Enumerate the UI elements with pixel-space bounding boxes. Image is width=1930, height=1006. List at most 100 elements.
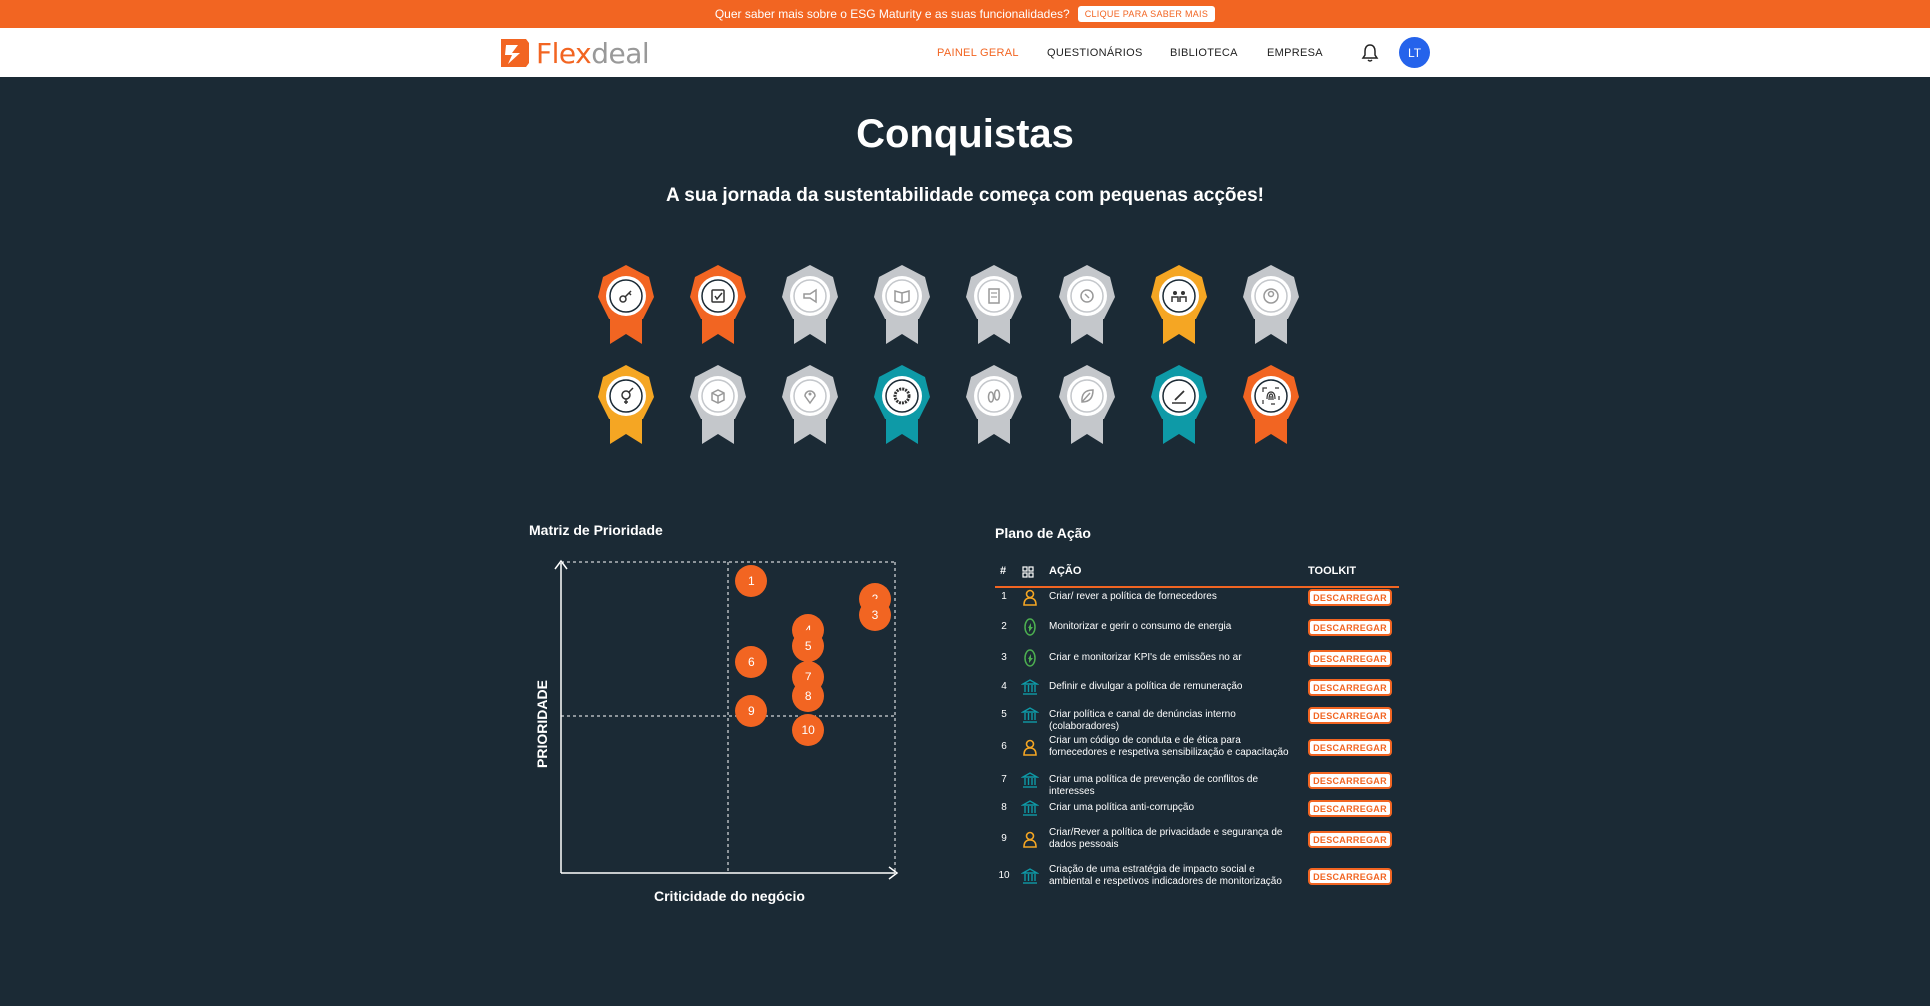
row-number: 4 xyxy=(1001,681,1007,692)
matrix-point[interactable]: 10 xyxy=(792,713,825,746)
user-avatar[interactable]: LT xyxy=(1399,37,1430,68)
action-text: Criar uma política de prevenção de confl… xyxy=(1049,774,1259,797)
bell-icon[interactable] xyxy=(1360,43,1380,63)
achievement-badge[interactable] xyxy=(872,364,932,448)
download-button[interactable]: DESCARREGAR xyxy=(1308,831,1392,848)
matrix-point[interactable]: 5 xyxy=(792,629,825,662)
download-button[interactable]: DESCARREGAR xyxy=(1308,739,1392,756)
footprint-icon xyxy=(988,389,1001,403)
col-toolkit-header: TOOLKIT xyxy=(1308,565,1357,577)
fingerprint-icon xyxy=(1262,387,1280,405)
action-text: Criação de uma estratégia de impacto soc… xyxy=(1049,864,1282,887)
matrix-point[interactable]: 8 xyxy=(792,679,825,712)
megaphone-icon xyxy=(803,288,817,304)
download-button[interactable]: DESCARREGAR xyxy=(1308,650,1392,667)
institution-icon xyxy=(1021,800,1039,816)
download-button[interactable]: DESCARREGAR xyxy=(1308,800,1392,817)
achievement-badge[interactable] xyxy=(1057,364,1117,448)
ring-icon xyxy=(893,387,911,405)
action-text: Criar e monitorizar KPI's de emissões no… xyxy=(1049,652,1242,663)
matrix-y-label: PRIORIDADE xyxy=(534,680,550,768)
document-icon xyxy=(988,288,1001,304)
achievement-badge[interactable] xyxy=(1241,364,1301,448)
people-icon xyxy=(1170,291,1187,302)
institution-icon xyxy=(1021,707,1039,723)
achievement-badge[interactable] xyxy=(780,264,840,348)
matrix-point[interactable]: 6 xyxy=(735,645,768,678)
row-number: 7 xyxy=(1001,774,1007,785)
flexdeal-logo[interactable]: Flexdeal xyxy=(498,36,650,70)
box-icon xyxy=(711,389,725,404)
achievement-badge[interactable] xyxy=(596,364,656,448)
matrix-point[interactable]: 1 xyxy=(735,564,768,597)
action-text: Criar uma política anti-corrupção xyxy=(1049,802,1195,813)
download-button[interactable]: DESCARREGAR xyxy=(1308,619,1392,636)
achievement-badge[interactable] xyxy=(596,264,656,348)
row-number: 6 xyxy=(1001,741,1007,752)
achievement-badge[interactable] xyxy=(780,364,840,448)
col-action-header: AÇÃO xyxy=(1049,565,1082,577)
achievement-badge[interactable] xyxy=(872,264,932,348)
achievement-badge[interactable] xyxy=(1241,264,1301,348)
nav-painel-geral[interactable]: PAINEL GERAL xyxy=(937,46,1019,59)
pen-icon xyxy=(1171,390,1186,404)
matrix-point[interactable]: 9 xyxy=(735,695,768,728)
person-icon xyxy=(1023,589,1037,606)
achievement-badge[interactable] xyxy=(688,364,748,448)
achievement-badge[interactable] xyxy=(688,264,748,348)
person-icon xyxy=(1023,831,1037,848)
col-num-header: # xyxy=(1000,565,1007,577)
action-text: Criar política e canal de denúncias inte… xyxy=(1049,709,1236,732)
action-text: Criar/Rever a política de privacidade e … xyxy=(1049,827,1283,850)
row-number: 2 xyxy=(1001,621,1007,632)
logo-text: Flexdeal xyxy=(536,36,650,70)
nav-questionarios[interactable]: QUESTIONÁRIOS xyxy=(1047,46,1143,59)
achievement-badge[interactable] xyxy=(1149,264,1209,348)
book-icon xyxy=(894,290,911,304)
download-button[interactable]: DESCARREGAR xyxy=(1308,589,1392,606)
banner-text: Quer saber mais sobre o ESG Maturity e a… xyxy=(714,7,1070,21)
action-text: Criar um código de conduta e de ética pa… xyxy=(1049,735,1289,758)
page-title: Conquistas xyxy=(856,112,1074,156)
matrix-x-label: Criticidade do negócio xyxy=(654,888,805,904)
institution-icon xyxy=(1021,679,1039,695)
leaf-icon xyxy=(1024,649,1036,667)
achievement-badge[interactable] xyxy=(964,264,1024,348)
matrix-point[interactable]: 3 xyxy=(858,598,891,631)
learn-more-button[interactable]: CLIQUE PARA SABER MAIS xyxy=(1077,6,1216,22)
row-number: 10 xyxy=(998,870,1010,881)
logo-mark-icon xyxy=(501,39,529,67)
nav-empresa[interactable]: EMPRESA xyxy=(1267,46,1323,59)
person-icon xyxy=(1023,739,1037,756)
achievement-badge[interactable] xyxy=(1149,364,1209,448)
row-number: 5 xyxy=(1001,709,1007,720)
institution-icon xyxy=(1021,772,1039,788)
top-banner: Quer saber mais sobre o ESG Maturity e a… xyxy=(0,0,1930,28)
download-button[interactable]: DESCARREGAR xyxy=(1308,868,1392,885)
location-icon xyxy=(804,390,816,405)
plan-title: Plano de Ação xyxy=(995,525,1091,541)
achievement-badge[interactable] xyxy=(1057,264,1117,348)
row-number: 8 xyxy=(1001,802,1007,813)
matrix-title: Matriz de Prioridade xyxy=(529,522,663,538)
user-circle-icon xyxy=(1262,288,1279,304)
table-header-divider xyxy=(995,586,1399,588)
action-text: Monitorizar e gerir o consumo de energia xyxy=(1049,621,1232,632)
recycle-icon xyxy=(1079,289,1094,303)
header: Flexdeal PAINEL GERAL QUESTIONÁRIOS BIBL… xyxy=(0,28,1930,77)
gender-icon xyxy=(621,387,634,404)
download-button[interactable]: DESCARREGAR xyxy=(1308,679,1392,696)
institution-icon xyxy=(1021,868,1039,884)
nav-biblioteca[interactable]: BIBLIOTECA xyxy=(1170,46,1238,59)
achievement-badge[interactable] xyxy=(964,364,1024,448)
download-button[interactable]: DESCARREGAR xyxy=(1308,772,1392,789)
checkbox-icon xyxy=(711,289,725,303)
key-icon xyxy=(619,290,632,303)
download-button[interactable]: DESCARREGAR xyxy=(1308,707,1392,724)
page-subtitle: A sua jornada da sustentabilidade começa… xyxy=(666,185,1264,206)
leaf-icon xyxy=(1080,389,1094,403)
row-number: 1 xyxy=(1001,591,1007,602)
action-text: Criar/ rever a política de fornecedores xyxy=(1049,591,1217,602)
row-number: 3 xyxy=(1001,652,1007,663)
grid-icon xyxy=(1022,566,1034,578)
